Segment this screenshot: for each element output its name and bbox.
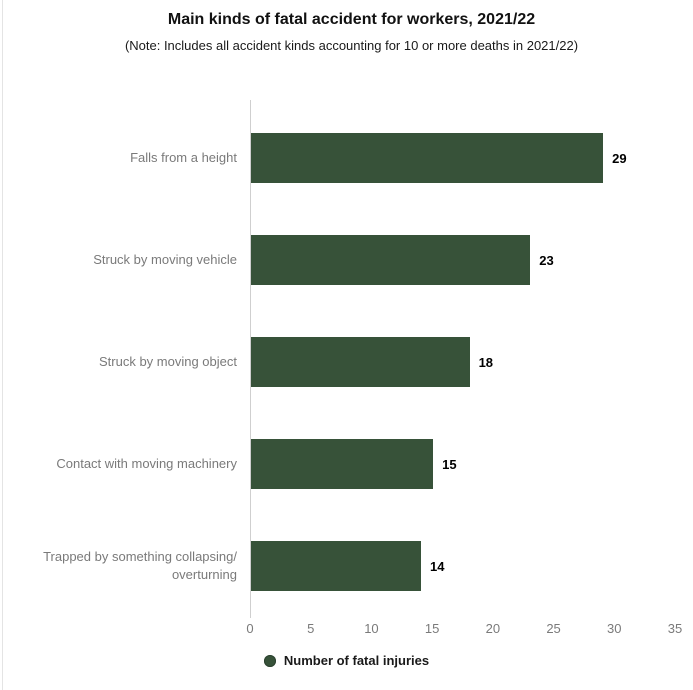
value-label: 15 — [442, 456, 457, 472]
bar — [251, 541, 421, 591]
x-axis-tick: 0 — [246, 621, 254, 636]
category-label: Struck by moving object — [98, 353, 237, 369]
value-label: 29 — [612, 150, 627, 166]
bar — [251, 133, 604, 183]
bar — [251, 439, 434, 489]
chart-subtitle: (Note: Includes all accident kinds accou… — [124, 38, 579, 53]
value-label: 14 — [430, 558, 445, 574]
x-axis-tick: 20 — [485, 621, 501, 636]
legend-marker-icon — [263, 654, 276, 667]
value-label: 23 — [539, 252, 554, 268]
chart-row: Struck by moving object 18 — [0, 311, 693, 413]
category-label: Falls from a height — [130, 149, 237, 165]
bar-rows: Falls from a height 29 Struck by moving ve… — [0, 107, 693, 617]
category-label: Struck by moving vehicle — [93, 251, 237, 267]
category-label: Contact with moving machinery — [56, 455, 237, 471]
x-axis-tick: 25 — [546, 621, 561, 636]
chart-row: Trapped by something collapsing/ overtur… — [0, 515, 693, 617]
legend: Number of fatal injuries — [0, 653, 693, 668]
legend-label: Number of fatal injuries — [283, 653, 430, 668]
x-axis-tick: 15 — [424, 621, 440, 636]
x-axis-tick: 35 — [667, 621, 683, 636]
x-axis-tick: 5 — [307, 621, 315, 636]
bar — [251, 337, 470, 387]
x-axis-tick: 10 — [364, 621, 379, 636]
chart-row: Contact with moving machinery 15 — [0, 413, 693, 515]
chart-title: Main kinds of fatal accident for workers… — [167, 11, 536, 28]
x-axis-tick-labels: 0 5 10 15 20 25 30 35 — [0, 621, 693, 637]
category-label: Trapped by something collapsing/ overtur… — [43, 548, 237, 582]
x-axis-tick: 30 — [607, 621, 622, 636]
bar — [251, 235, 531, 285]
chart-row: Struck by moving vehicle 23 — [0, 209, 693, 311]
value-label: 18 — [478, 354, 494, 370]
page-left-border — [2, 0, 3, 690]
y-axis-line — [250, 100, 251, 618]
chart-row: Falls from a height 29 — [0, 107, 693, 209]
